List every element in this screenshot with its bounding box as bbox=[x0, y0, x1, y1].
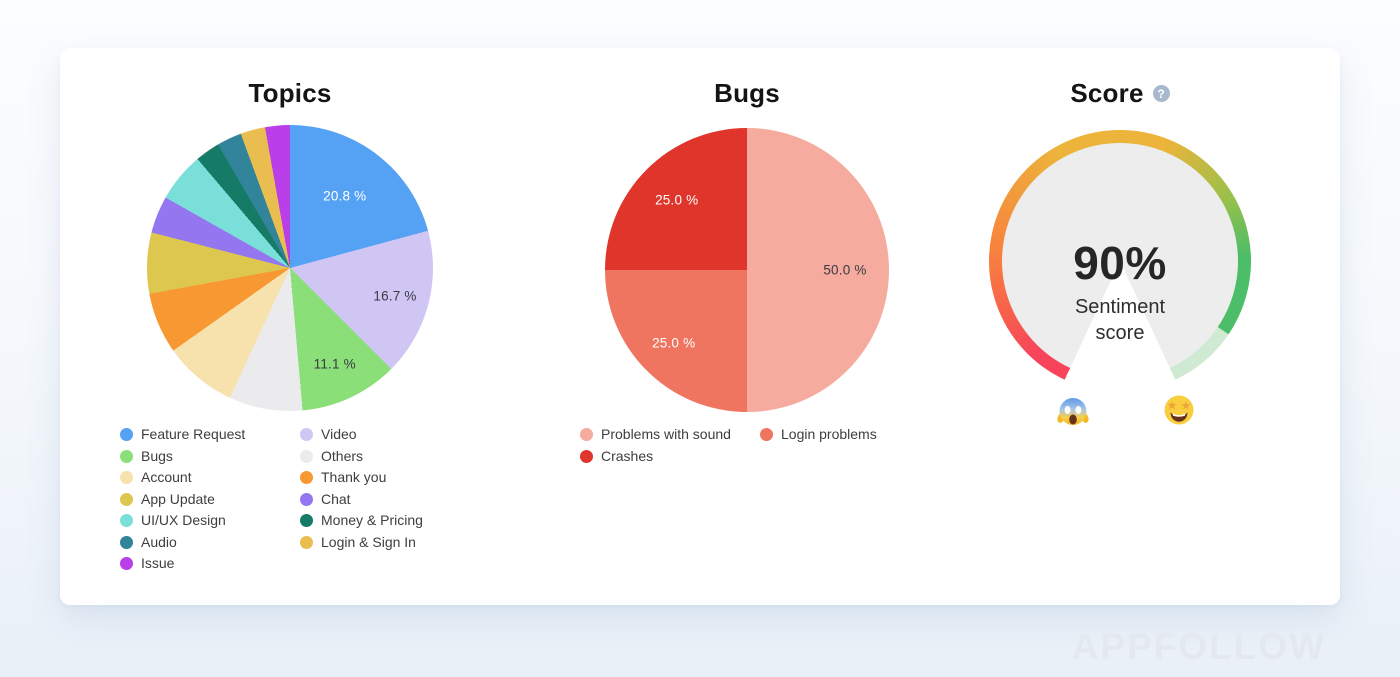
legend-label: Problems with sound bbox=[601, 426, 731, 442]
legend-item-audio[interactable]: Audio bbox=[120, 533, 245, 550]
svg-text:★: ★ bbox=[1181, 399, 1192, 413]
bugs-pie-chart: 50.0 % 25.0 % 25.0 % bbox=[605, 128, 889, 412]
pie-percent-label: 25.0 % bbox=[652, 335, 696, 351]
legend-item-chat[interactable]: Chat bbox=[300, 490, 423, 507]
others-swatch-icon bbox=[300, 449, 313, 463]
pie-percent-label: 16.7 % bbox=[373, 288, 417, 304]
scream-emoji bbox=[1055, 394, 1091, 430]
login-sign-in-swatch-icon bbox=[300, 535, 313, 549]
score-title-row: Score ? bbox=[989, 78, 1251, 109]
legend-item-app-update[interactable]: App Update bbox=[120, 490, 245, 507]
dashboard-card: Topics 20.8 % 16.7 % 11.1 % Feature Reques… bbox=[60, 48, 1340, 605]
pie-percent-label: 11.1 % bbox=[313, 356, 356, 372]
pie-percent-label: 25.0 % bbox=[655, 192, 699, 208]
legend-label: Account bbox=[141, 469, 192, 485]
crashes-swatch-icon bbox=[580, 449, 593, 463]
legend-label: Feature Request bbox=[141, 426, 246, 442]
pie-percent-label: 50.0 % bbox=[823, 262, 867, 278]
video-swatch-icon bbox=[300, 428, 313, 442]
bugs-legend-column-1: Problems with sound Crashes bbox=[580, 426, 731, 464]
legend-item-money-pricing[interactable]: Money & Pricing bbox=[300, 512, 423, 528]
topics-legend-column-2: Video Others Thank you Chat Money & Pric… bbox=[300, 426, 423, 550]
legend-item-bugs[interactable]: Bugs bbox=[120, 447, 245, 464]
bugs-title: Bugs bbox=[714, 78, 780, 108]
legend-label: Video bbox=[321, 426, 357, 442]
pie-percent-label: 20.8 % bbox=[323, 188, 367, 204]
legend-label: Crashes bbox=[601, 447, 654, 464]
legend-label: UI/UX Design bbox=[141, 512, 226, 528]
problems-with-sound-swatch-icon bbox=[580, 428, 593, 442]
bugs-swatch-icon bbox=[120, 449, 133, 463]
star-struck-emoji: ★ ★ bbox=[1161, 392, 1197, 428]
appfollow-watermark: APPFOLLOW bbox=[1071, 626, 1326, 667]
legend-item-login-problems[interactable]: Login problems bbox=[760, 426, 877, 442]
app-update-swatch-icon bbox=[120, 492, 133, 506]
gauge-readout: 90% Sentiment score bbox=[1040, 236, 1200, 346]
login-problems-swatch-icon bbox=[760, 428, 773, 442]
score-title: Score bbox=[1070, 78, 1144, 108]
legend-label: Chat bbox=[321, 490, 351, 507]
issue-swatch-icon bbox=[120, 557, 133, 571]
money-pricing-swatch-icon bbox=[300, 514, 313, 528]
legend-item-feature-request[interactable]: Feature Request bbox=[120, 426, 246, 442]
svg-text:★: ★ bbox=[1167, 399, 1178, 413]
legend-label: Login & Sign In bbox=[321, 533, 416, 550]
thank-you-swatch-icon bbox=[300, 471, 313, 485]
legend-label: Thank you bbox=[321, 469, 387, 485]
help-icon[interactable]: ? bbox=[1152, 85, 1170, 102]
topics-title: Topics bbox=[248, 78, 332, 108]
audio-swatch-icon bbox=[120, 535, 133, 549]
legend-label: Bugs bbox=[141, 447, 173, 464]
legend-item-problems-with-sound[interactable]: Problems with sound bbox=[580, 426, 731, 442]
legend-item-video[interactable]: Video bbox=[300, 426, 423, 442]
legend-label: Login problems bbox=[781, 426, 877, 442]
sentiment-score-value: 90% bbox=[1073, 237, 1167, 289]
legend-label: App Update bbox=[141, 490, 215, 507]
feature-request-swatch-icon bbox=[120, 428, 133, 442]
legend-label: Money & Pricing bbox=[321, 512, 423, 528]
legend-item-account[interactable]: Account bbox=[120, 469, 245, 485]
topics-legend-column-1: Feature Request Bugs Account App Update … bbox=[120, 426, 246, 571]
gauge-track bbox=[1002, 143, 1238, 379]
chat-swatch-icon bbox=[300, 492, 313, 506]
bugs-legend-column-2: Login problems bbox=[760, 426, 877, 442]
legend-item-crashes[interactable]: Crashes bbox=[580, 447, 731, 464]
legend-item-others[interactable]: Others bbox=[300, 447, 423, 464]
legend-label: Issue bbox=[141, 555, 175, 571]
legend-label: Audio bbox=[141, 533, 177, 550]
topics-pie-chart: 20.8 % 16.7 % 11.1 % bbox=[147, 125, 433, 411]
uiux-design-swatch-icon bbox=[120, 514, 133, 528]
legend-label: Others bbox=[321, 447, 364, 464]
sentiment-score-caption: Sentiment score bbox=[1074, 296, 1166, 344]
legend-item-thank-you[interactable]: Thank you bbox=[300, 469, 423, 485]
sentiment-gauge: 90% Sentiment score bbox=[989, 130, 1251, 425]
legend-item-login-sign-in[interactable]: Login & Sign In bbox=[300, 533, 423, 550]
legend-item-issue[interactable]: Issue bbox=[120, 555, 245, 571]
legend-item-uiux-design[interactable]: UI/UX Design bbox=[120, 512, 245, 528]
account-swatch-icon bbox=[120, 471, 133, 485]
